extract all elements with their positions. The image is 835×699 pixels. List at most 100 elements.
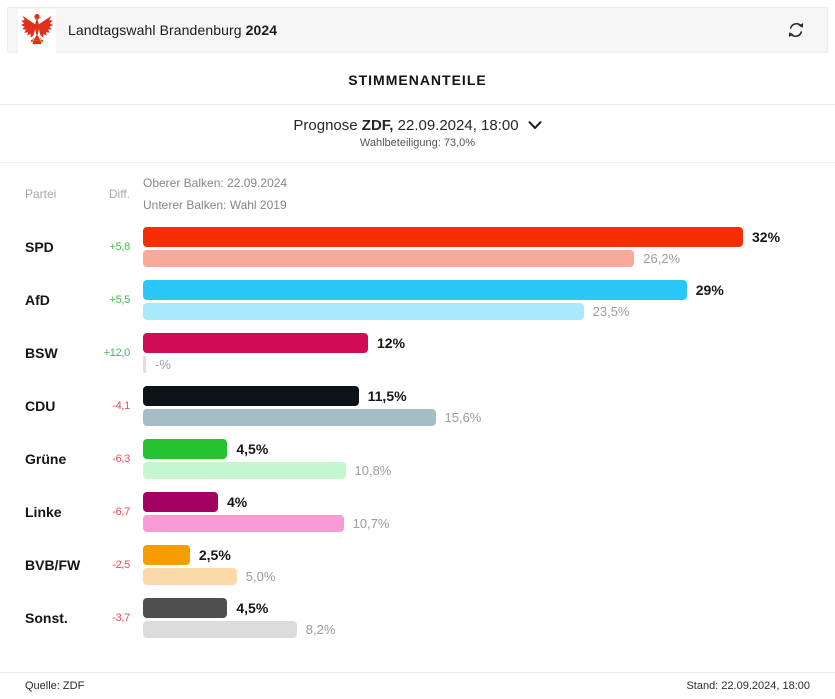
bar-line-current: 29% [143,279,810,300]
bar-line-current: 2,5% [143,544,810,565]
bar-current [143,491,218,512]
diff-value: -6,3 [112,452,130,465]
party-label: SPD [25,238,54,255]
bar-previous [143,567,237,585]
bar-previous [143,408,436,426]
bar-line-previous: 10,8% [143,461,810,479]
bar-current [143,544,190,565]
bar-current-label: 4,5% [236,599,269,616]
bar-line-previous: 15,6% [143,408,810,426]
bar-previous [143,461,346,479]
party-bars: 29% 23,5% [143,279,810,320]
divider-chart [0,162,835,163]
bar-current [143,332,368,353]
chart-rows: SPD +5,8 32% 26,2% AfD +5,5 29% 23,5% [25,220,810,644]
bar-previous [143,620,297,638]
bar-line-current: 4% [143,491,810,512]
party-row: Grüne -6,3 4,5% 10,8% [25,432,810,485]
party-label: Linke [25,503,62,520]
bar-previous-label: -% [155,356,171,372]
bar-line-current: 4,5% [143,597,810,618]
stand-label: Stand: 22.09.2024, 18:00 [686,680,810,692]
party-row: Sonst. -3,7 4,5% 8,2% [25,591,810,644]
selector-prefix: Prognose [293,117,362,134]
brandenburg-eagle-icon [18,9,56,53]
party-row: AfD +5,5 29% 23,5% [25,273,810,326]
party-bars: 4% 10,7% [143,491,810,532]
party-row: Linke -6,7 4% 10,7% [25,485,810,538]
selector-source: ZDF, [361,117,394,134]
selector-datetime: 22.09.2024, 18:00 [393,117,519,134]
bar-current-label: 29% [695,281,724,298]
bar-line-previous: -% [143,355,810,373]
bar-current-label: 4% [227,493,248,510]
party-row: CDU -4,1 11,5% 15,6% [25,379,810,432]
bar-line-previous: 8,2% [143,620,810,638]
bar-current-label: 4,5% [236,440,269,457]
party-bars: 4,5% 8,2% [143,597,810,638]
app-header: Landtagswahl Brandenburg 2024 [7,7,828,53]
app-title-year: 2024 [245,22,278,38]
turnout-label: Wahlbeteiligung: 73,0% [359,137,476,149]
bar-previous [143,302,584,320]
app-title: Landtagswahl Brandenburg 2024 [68,22,277,38]
source-label: Quelle: ZDF [25,680,85,692]
party-row: BSW +12,0 12% -% [25,326,810,379]
refresh-icon [788,22,804,38]
bar-current-label: 32% [752,228,781,245]
column-spacer [130,172,143,216]
divider-top [0,104,835,105]
bar-previous-label: 5,0% [245,568,276,584]
bar-line-previous: 23,5% [143,302,810,320]
party-label: Grüne [25,450,67,467]
bar-line-current: 4,5% [143,438,810,459]
bar-line-current: 11,5% [143,385,810,406]
party-label: BVB/FW [25,556,81,573]
bar-current [143,279,687,300]
party-bars: 12% -% [143,332,810,373]
bar-previous-label: 26,2% [643,250,681,266]
party-bars: 4,5% 10,8% [143,438,810,479]
diff-value: -4,1 [112,399,130,412]
column-header-party: Partei [25,187,57,201]
diff-value: -2,5 [112,558,130,571]
column-header-diff: Diff. [108,187,130,201]
bar-current-label: 12% [377,334,406,351]
bar-previous-label: 8,2% [305,621,336,637]
bar-current [143,226,743,247]
bar-previous [143,514,344,532]
bar-previous-label: 23,5% [592,303,630,319]
party-row: BVB/FW -2,5 2,5% 5,0% [25,538,810,591]
diff-value: -6,7 [112,505,130,518]
chevron-down-icon [528,121,542,130]
chart-legend: Oberer Balken: 22.09.2024 Unterer Balken… [143,172,287,216]
bar-previous [143,249,635,267]
diff-value: -3,7 [112,611,130,624]
page-title: STIMMENANTEILE [348,72,487,88]
bar-current [143,385,359,406]
app-title-text: Landtagswahl Brandenburg [68,22,246,38]
bar-previous-label: 15,6% [444,409,482,425]
refresh-button[interactable] [781,15,811,45]
dataset-selector[interactable]: Prognose ZDF, 22.09.2024, 18:00 [0,117,835,134]
diff-value: +5,8 [109,240,130,253]
bar-previous [143,355,146,373]
bar-line-previous: 5,0% [143,567,810,585]
party-bars: 32% 26,2% [143,226,810,267]
party-label: CDU [25,397,56,414]
bar-previous-label: 10,8% [354,462,392,478]
chart-header: Partei Diff. Oberer Balken: 22.09.2024 U… [25,172,810,216]
bar-current-label: 11,5% [367,387,407,404]
bar-current [143,438,228,459]
party-bars: 11,5% 15,6% [143,385,810,426]
bar-current-label: 2,5% [198,546,231,563]
party-label: AfD [25,291,50,308]
bar-previous-label: 10,7% [352,515,390,531]
party-label: Sonst. [25,609,68,626]
legend-lower-bar: Unterer Balken: Wahl 2019 [143,198,287,212]
party-bars: 2,5% 5,0% [143,544,810,585]
bar-line-previous: 26,2% [143,249,810,267]
bar-line-current: 32% [143,226,810,247]
party-row: SPD +5,8 32% 26,2% [25,220,810,273]
